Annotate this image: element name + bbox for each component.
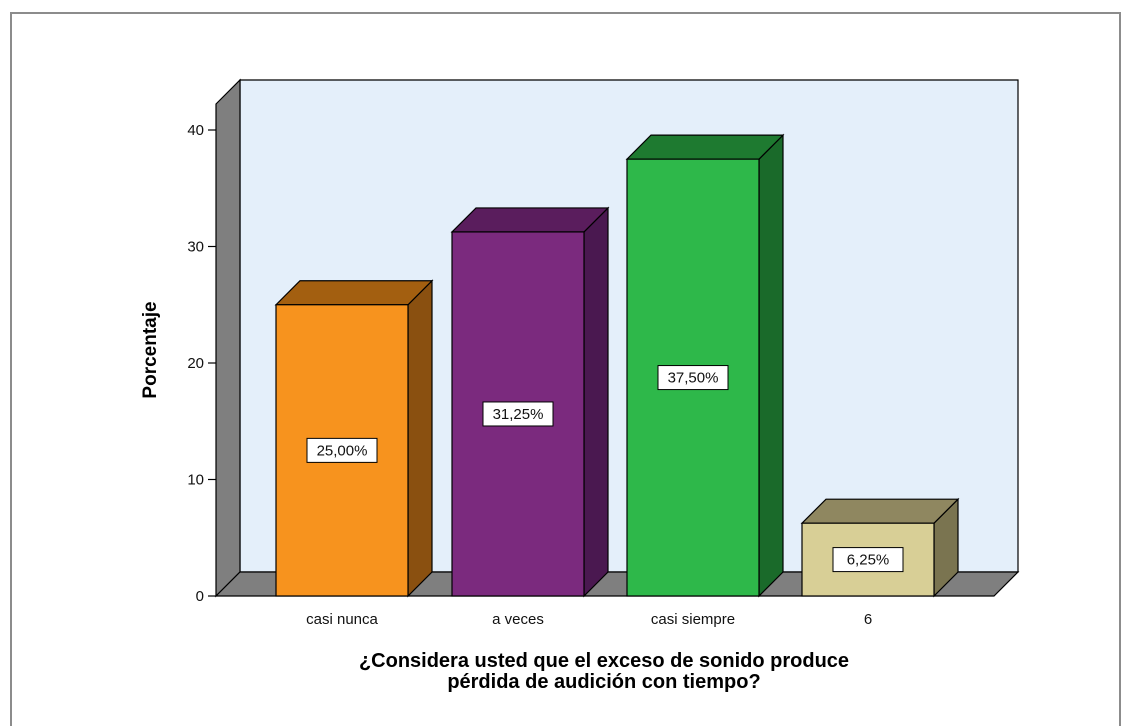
x-category-label: casi siempre [651, 611, 735, 628]
data-label-box [482, 401, 554, 427]
x-category-label: 6 [864, 611, 872, 628]
data-label: 25,00% [317, 442, 368, 459]
data-label-box [832, 547, 904, 573]
bar-side-3 [758, 133, 784, 598]
bar-top-2 [450, 207, 610, 233]
bar-top-4 [800, 498, 960, 524]
y-tick-label: 30 [187, 239, 204, 256]
x-axis-title-line: pérdida de audición con tiempo? [447, 671, 760, 693]
y-axis-title: Porcentaje [140, 301, 161, 398]
bar-side-1 [407, 279, 433, 598]
bar-side-2 [583, 206, 609, 598]
data-label: 6,25% [847, 552, 890, 569]
y-tick-label: 20 [187, 355, 204, 372]
y-tick-label: 10 [187, 472, 204, 489]
y-tick-label: 0 [196, 588, 204, 605]
data-label: 37,50% [668, 370, 719, 387]
bar-top-3 [625, 134, 785, 160]
data-label-box [306, 437, 378, 463]
x-category-label: casi nunca [306, 611, 378, 628]
y-tick-label: 40 [187, 122, 204, 139]
x-category-label: a veces [492, 611, 544, 628]
x-axis-title-line: ¿Considera usted que el exceso de sonido… [359, 650, 849, 672]
data-label: 31,25% [493, 406, 544, 423]
plot-left-wall [215, 78, 241, 598]
bar-top-1 [274, 280, 434, 306]
data-label-box [657, 365, 729, 391]
